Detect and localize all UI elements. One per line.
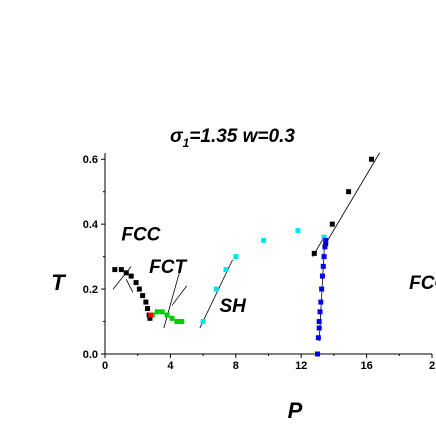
region-labels: FCC FCT SH FCC — [121, 224, 436, 316]
y-tick-label: 0.4 — [83, 219, 99, 231]
data-point — [223, 267, 229, 273]
data-point — [316, 325, 322, 331]
data-point — [164, 312, 170, 318]
data-point — [316, 319, 322, 325]
data-point — [261, 237, 267, 243]
data-point — [346, 189, 352, 195]
data-point — [136, 286, 142, 292]
data-point — [319, 286, 325, 292]
region-label: FCT — [149, 257, 187, 278]
data-point — [369, 156, 375, 162]
data-point — [133, 280, 139, 286]
guide-line — [325, 152, 381, 244]
x-tick-label: 2 — [429, 360, 435, 372]
data-point — [323, 237, 329, 243]
data-point — [315, 335, 321, 341]
data-point — [147, 315, 153, 321]
axes: 0 4 8 12 16 2 0.0 0.2 0.4 0.6 — [83, 153, 435, 372]
data-point — [318, 299, 324, 305]
data-point — [311, 250, 317, 256]
region-label: FCC — [121, 224, 160, 245]
data-point — [148, 312, 154, 318]
guide-line — [112, 266, 132, 290]
guide-line — [171, 285, 188, 306]
title-rest: =1.35 w=0.3 — [189, 126, 295, 147]
data-point — [321, 254, 327, 260]
x-tick-label: 0 — [102, 360, 108, 372]
data-points — [112, 156, 375, 357]
y-tick-label: 0.0 — [83, 349, 98, 361]
data-point — [179, 319, 185, 325]
x-tick-label: 12 — [295, 360, 307, 372]
y-axis-title: T — [51, 270, 66, 295]
data-point — [143, 299, 149, 305]
data-point — [321, 234, 327, 240]
guide-line — [163, 269, 181, 329]
x-tick-label: 16 — [360, 360, 372, 372]
region-label: SH — [219, 296, 247, 317]
data-point — [200, 319, 206, 325]
data-point — [128, 273, 134, 279]
data-point — [329, 221, 335, 227]
data-point — [169, 315, 175, 321]
title-subscript: 1 — [183, 136, 190, 150]
data-point — [315, 351, 321, 357]
y-tick-label: 0.6 — [83, 154, 98, 166]
data-point — [154, 309, 160, 315]
data-point — [213, 286, 219, 292]
data-point — [319, 273, 325, 279]
x-tick-label: 4 — [167, 360, 174, 372]
data-point — [123, 270, 129, 276]
data-point — [323, 241, 329, 247]
data-point — [320, 263, 326, 269]
title-sigma: σ — [170, 126, 184, 147]
x-axis-title: P — [288, 398, 303, 423]
data-point — [174, 319, 180, 325]
data-point — [295, 228, 301, 234]
data-point — [145, 306, 151, 312]
region-label: FCC — [409, 273, 436, 294]
x-tick-label: 8 — [233, 360, 239, 372]
data-point — [317, 309, 323, 315]
chart-title: σ1=1.35 w=0.3 — [170, 126, 295, 150]
data-point — [233, 254, 239, 260]
data-point — [112, 267, 118, 273]
guide-line — [125, 279, 134, 293]
data-point — [322, 244, 328, 250]
y-tick-label: 0.2 — [83, 284, 98, 296]
data-point — [159, 309, 165, 315]
data-point — [140, 293, 146, 299]
data-point — [118, 267, 124, 273]
